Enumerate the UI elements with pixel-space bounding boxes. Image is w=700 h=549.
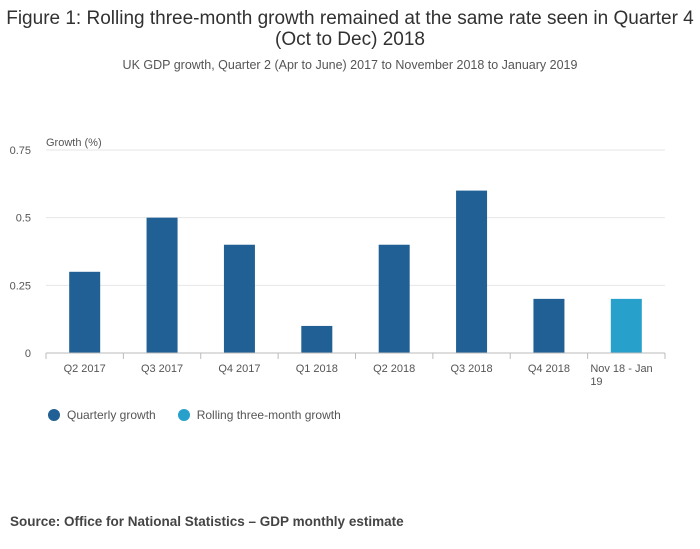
legend-swatch-quarterly [48,409,60,421]
legend-label-rolling: Rolling three-month growth [196,408,341,422]
x-tick-label: Q4 2017 [218,363,260,375]
legend-label-quarterly: Quarterly growth [67,408,156,422]
bar-quarterly[interactable] [69,271,101,353]
bar-quarterly[interactable] [223,244,255,353]
bar-rolling[interactable] [610,298,642,353]
bar-quarterly[interactable] [378,244,410,353]
bar-quarterly[interactable] [456,190,488,353]
y-tick-label: 0.25 [10,280,31,292]
source-note: Source: Office for National Statistics –… [10,514,404,529]
legend: Quarterly growth Rolling three-month gro… [48,408,363,422]
x-tick-label: Q3 2017 [141,363,183,375]
legend-item-quarterly[interactable]: Quarterly growth [48,408,156,422]
bar-quarterly[interactable] [533,298,565,353]
legend-item-rolling[interactable]: Rolling three-month growth [177,408,341,422]
x-tick-label: Q1 2018 [296,363,338,375]
x-axis: Q2 2017 Q3 2017 Q4 2017 Q1 2018 Q2 2018 Q3 20… [45,352,666,388]
gridlines [46,149,665,286]
x-tick-label: Q2 2017 [64,363,106,375]
legend-swatch-rolling [177,409,190,421]
bar-quarterly[interactable] [301,325,333,353]
x-tick-label: Q3 2018 [450,363,492,375]
y-tick-label: 0.75 [10,145,31,157]
y-tick-label: 0.5 [16,213,31,225]
x-tick-label: Q4 2018 [528,363,570,375]
x-tick-label: Q2 2018 [373,363,415,375]
y-axis-ticks: 0 0.25 0.5 0.75 [10,145,31,360]
chart-title: Figure 1: Rolling three-month growth rem… [6,8,694,50]
y-tick-label: 0 [25,348,31,360]
x-tick-label: Nov 18 - Jan 19 [590,363,652,388]
y-axis-label: Growth (%) [46,137,102,149]
bars [69,190,642,353]
bar-quarterly[interactable] [146,217,178,353]
chart-subtitle: UK GDP growth, Quarter 2 (Apr to June) 2… [122,58,578,72]
